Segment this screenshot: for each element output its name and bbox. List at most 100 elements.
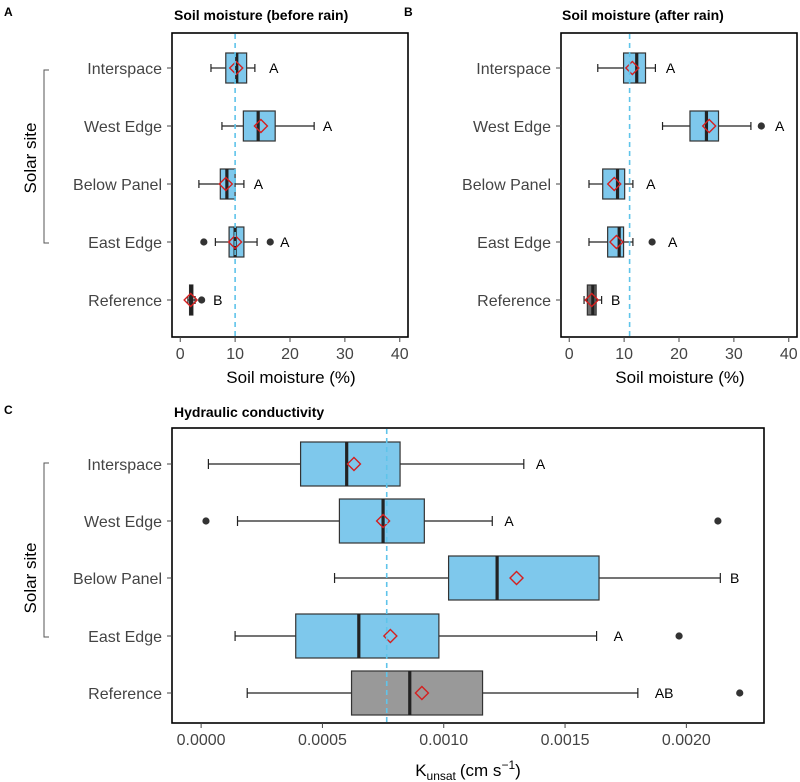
x-tick-label: 0.0005 — [298, 732, 347, 749]
panel-c-bracket — [43, 462, 49, 638]
x-tick-label: 0.0020 — [662, 732, 711, 749]
outlier-point — [757, 122, 765, 130]
iqr-box — [350, 670, 484, 716]
panel-c-letter: C — [4, 403, 13, 417]
mean-marker — [606, 176, 622, 192]
panel-a-bracket — [43, 69, 49, 244]
outlier-point — [202, 517, 210, 525]
mean-marker — [608, 234, 624, 250]
box-west-edge: A — [221, 110, 333, 142]
mean-marker — [218, 176, 234, 192]
group-letter: A — [775, 118, 785, 134]
group-letter: A — [614, 628, 624, 644]
x-tick-label: 30 — [725, 346, 743, 363]
panel-b-letter: B — [404, 5, 413, 19]
group-letter: A — [536, 456, 546, 472]
category-label: Reference — [88, 686, 162, 703]
x-label-superscript: −1 — [501, 758, 515, 772]
mean-marker — [624, 60, 640, 76]
outlier-point — [736, 689, 744, 697]
category-label: East Edge — [477, 235, 551, 252]
x-tick-label: 20 — [281, 346, 299, 363]
panel-b: B Soil moisture (after rain) 0 10 20 30 40 In… — [404, 5, 798, 387]
group-letter: A — [668, 234, 678, 250]
panel-a: A Soil moisture (before rain) 0 10 20 30 40 I… — [4, 5, 409, 387]
box-below-panel: A — [588, 168, 656, 200]
box-interspace: A — [210, 52, 279, 84]
box-interspace: A — [597, 52, 676, 84]
group-letter: AB — [655, 685, 674, 701]
x-label-unit: (cm s — [460, 761, 502, 780]
mean-marker — [183, 292, 199, 308]
box-reference: B — [183, 284, 223, 316]
plot-frame — [171, 427, 765, 724]
box-east-edge: A — [588, 226, 678, 258]
x-tick-label: 10 — [226, 346, 244, 363]
iqr-box — [689, 110, 720, 142]
category-label: Below Panel — [73, 177, 162, 194]
x-tick-label: 0.0000 — [177, 732, 226, 749]
mean-marker — [701, 118, 717, 134]
x-label-close: ) — [515, 761, 521, 780]
category-label: Below Panel — [462, 177, 551, 194]
x-tick-label: 30 — [336, 346, 354, 363]
x-tick-label: 0.0015 — [541, 732, 590, 749]
group-letter: B — [213, 292, 222, 308]
panel-c-x-axis-label: Kunsat (cm s−1) — [415, 758, 521, 782]
group-letter: A — [280, 234, 290, 250]
category-label: West Edge — [473, 119, 551, 136]
group-letter: A — [269, 60, 279, 76]
category-label: East Edge — [88, 235, 162, 252]
x-tick-label: 0.0010 — [419, 732, 468, 749]
x-tick-label: 20 — [670, 346, 688, 363]
box-west-edge: A — [661, 110, 785, 142]
mean-marker — [346, 456, 362, 472]
panel-a-plot: 0 10 20 30 40 Interspace West Edge Below Panel E… — [73, 32, 409, 363]
box-below-panel: A — [198, 168, 264, 200]
panel-c: C Hydraulic conductivity 0.0000 0.0005 0.0… — [4, 403, 765, 782]
mean-marker — [509, 570, 525, 586]
x-tick-label: 10 — [615, 346, 633, 363]
mean-marker — [227, 234, 243, 250]
group-letter: A — [254, 176, 264, 192]
iqr-box — [622, 52, 647, 84]
panel-c-plot: 0.0000 0.0005 0.0010 0.0015 0.0020 Interspace… — [73, 427, 765, 749]
panel-b-x-axis-label: Soil moisture (%) — [615, 368, 744, 387]
group-letter: A — [323, 118, 333, 134]
panel-a-title: Soil moisture (before rain) — [174, 7, 348, 23]
category-label: West Edge — [84, 119, 162, 136]
outlier-point — [675, 632, 683, 640]
x-label-subscript: unsat — [427, 769, 457, 782]
box-reference: AB — [246, 670, 744, 716]
mean-marker — [375, 513, 391, 529]
group-letter: A — [646, 176, 656, 192]
box-west-edge: A — [202, 498, 722, 544]
box-below-panel: B — [333, 555, 739, 601]
x-tick-label: 0 — [176, 346, 185, 363]
plot-frame — [171, 32, 409, 338]
panel-b-plot: 0 10 20 30 40 Interspace West Edge Below Panel E… — [462, 32, 798, 363]
iqr-box — [295, 613, 440, 659]
panel-c-title: Hydraulic conductivity — [174, 404, 324, 420]
outlier-point — [714, 517, 722, 525]
mean-marker — [253, 118, 269, 134]
group-letter: A — [504, 513, 514, 529]
mean-marker — [414, 685, 430, 701]
box-east-edge: A — [234, 613, 683, 659]
category-label: Interspace — [87, 61, 162, 78]
iqr-box — [602, 168, 626, 200]
outlier-point — [200, 238, 208, 246]
category-label: Reference — [477, 293, 551, 310]
mean-marker — [228, 60, 244, 76]
category-label: Reference — [88, 293, 162, 310]
category-label: East Edge — [88, 629, 162, 646]
panel-b-title: Soil moisture (after rain) — [562, 7, 724, 23]
panel-c-y-axis-label: Solar site — [21, 543, 40, 614]
x-tick-label: 40 — [391, 346, 409, 363]
mean-marker — [584, 292, 600, 308]
group-letter: B — [611, 292, 620, 308]
panel-a-x-axis-label: Soil moisture (%) — [226, 368, 355, 387]
category-label: Interspace — [87, 457, 162, 474]
mean-marker — [382, 628, 398, 644]
